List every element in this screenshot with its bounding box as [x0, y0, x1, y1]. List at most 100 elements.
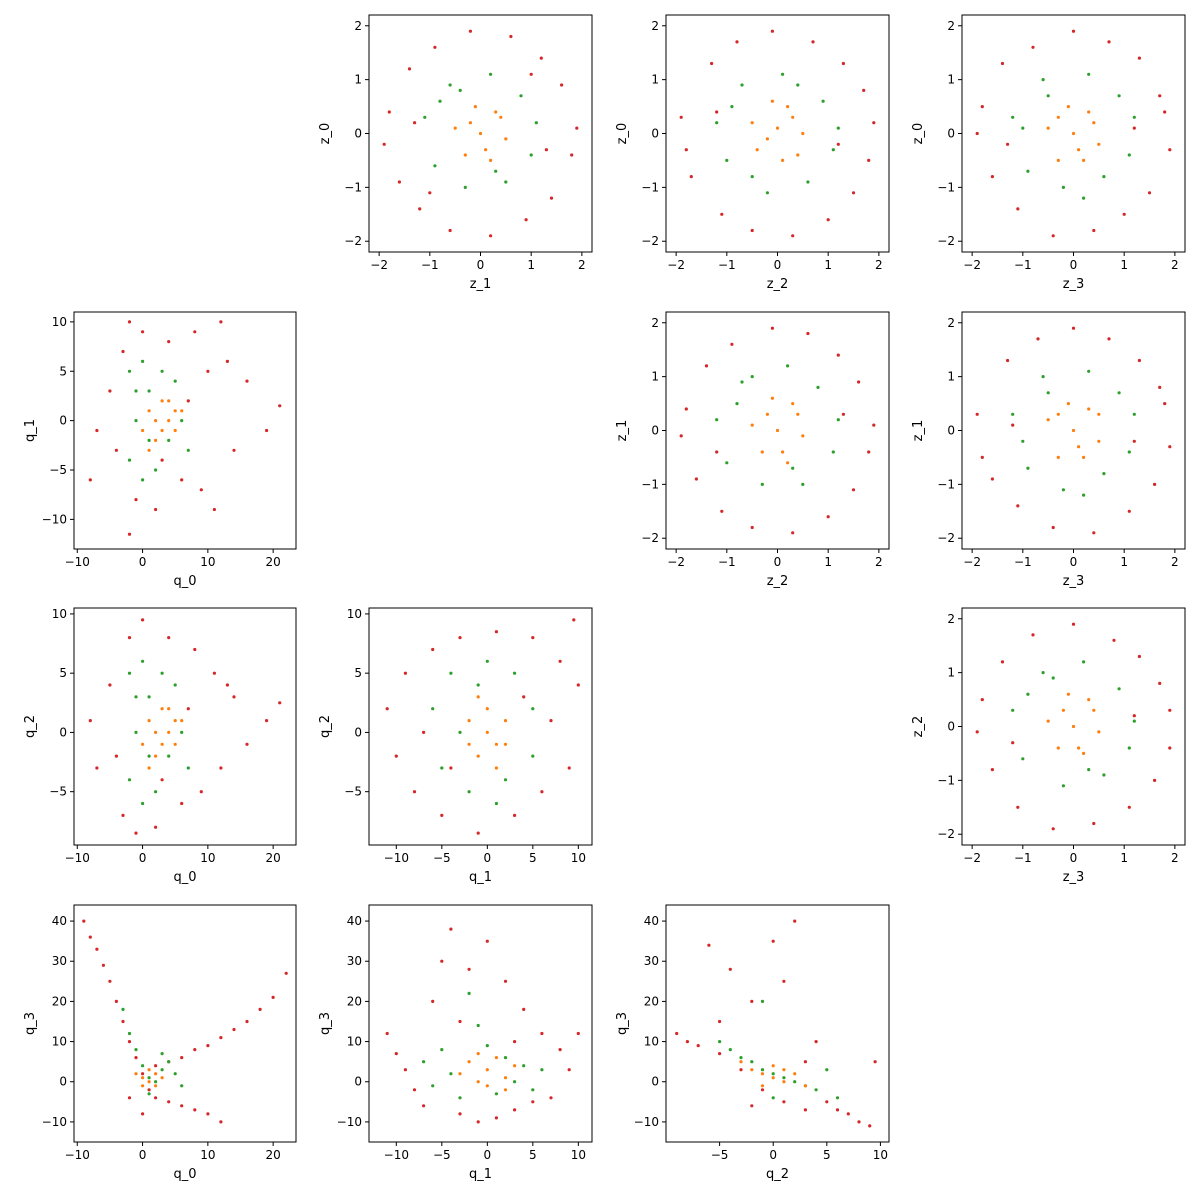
axes-frame: [368, 904, 593, 1143]
y-tick-label: 30: [644, 954, 659, 968]
y-axis-label: z_0: [318, 123, 333, 145]
y-tick-label: −2: [344, 234, 362, 248]
point: [1168, 148, 1172, 152]
x-tick-label: 5: [823, 1148, 831, 1162]
point: [771, 1076, 775, 1080]
point: [720, 509, 724, 513]
point: [791, 466, 795, 470]
point: [1117, 94, 1121, 98]
point: [1132, 115, 1136, 119]
point: [1041, 375, 1045, 379]
point: [108, 683, 112, 687]
point: [803, 1108, 808, 1112]
series-0: [679, 326, 876, 535]
point: [549, 719, 553, 723]
point: [154, 1064, 158, 1068]
x-tick-label: 10: [873, 1148, 888, 1162]
point: [433, 164, 437, 168]
point: [504, 180, 508, 184]
point: [1117, 687, 1121, 691]
x-tick-label: −2: [667, 258, 685, 272]
point: [121, 813, 125, 818]
point: [1097, 142, 1101, 146]
series-0: [385, 927, 580, 1124]
point: [167, 1100, 171, 1104]
axes-frame: [368, 607, 593, 846]
y-tick-label: −2: [641, 234, 659, 248]
axes-frame: [73, 904, 297, 1143]
point: [1087, 407, 1091, 411]
point: [1097, 439, 1101, 443]
point: [147, 754, 151, 758]
y-tick-label: 2: [947, 316, 955, 330]
point: [485, 659, 489, 663]
point: [219, 1036, 223, 1040]
point: [489, 72, 493, 76]
point: [781, 158, 785, 162]
point: [1082, 455, 1086, 459]
series-1: [127, 659, 190, 806]
x-tick-label: −2: [963, 555, 981, 569]
point: [1071, 131, 1076, 136]
point: [826, 515, 830, 519]
point: [1153, 778, 1157, 783]
point: [770, 99, 775, 103]
point: [173, 719, 177, 723]
x-tick-label: 0: [774, 555, 782, 569]
point: [422, 730, 426, 735]
point: [771, 939, 775, 943]
series-0: [88, 618, 282, 835]
point: [134, 831, 138, 835]
point: [576, 1031, 580, 1036]
point: [219, 766, 223, 770]
point: [95, 428, 99, 433]
point: [831, 450, 835, 454]
series-1: [121, 1007, 184, 1096]
subplot-q0_q3: −10 0 10 20 −10 0 10 20 30 40 q_0 q_3: [23, 904, 297, 1182]
point: [412, 790, 417, 794]
series-1: [715, 364, 840, 486]
x-axis-label: z_2: [767, 277, 789, 292]
point: [675, 1031, 679, 1036]
point: [872, 423, 876, 427]
point: [1122, 212, 1126, 216]
point: [531, 707, 535, 711]
series-2: [467, 695, 508, 770]
point: [403, 1068, 407, 1072]
point: [173, 683, 177, 687]
point: [88, 719, 92, 723]
point: [801, 482, 805, 486]
y-tick-label: 1: [354, 73, 362, 87]
point: [572, 618, 576, 622]
point: [1031, 633, 1035, 637]
point: [95, 766, 99, 770]
x-tick-label: 1: [1120, 258, 1128, 272]
point: [225, 683, 229, 687]
subplot-q2_q3: −5 0 5 10 −10 0 10 20 30 40 q_2 q_3: [615, 904, 890, 1182]
axes-frame: [73, 607, 297, 846]
point: [1137, 654, 1141, 659]
point: [440, 1048, 444, 1052]
point: [141, 742, 145, 746]
point: [484, 148, 488, 152]
point: [193, 647, 197, 652]
point: [88, 478, 92, 482]
point: [467, 1060, 471, 1064]
point: [180, 730, 184, 735]
scatter-points: [975, 326, 1172, 535]
point: [1051, 234, 1055, 238]
point: [154, 730, 158, 735]
x-tick-label: 2: [875, 555, 883, 569]
subplot-z1_z0: −2 −1 0 1 2 −2 −1 0 1 2 z_1 z_0: [318, 14, 593, 292]
point: [219, 1120, 223, 1124]
point: [825, 1100, 829, 1104]
x-tick-label: −5: [711, 1148, 729, 1162]
point: [394, 754, 398, 758]
point: [141, 801, 145, 806]
point: [1066, 402, 1070, 406]
y-tick-label: −1: [641, 180, 659, 194]
y-tick-label: −2: [641, 531, 659, 545]
point: [394, 1052, 398, 1056]
point: [782, 1100, 786, 1104]
x-tick-label: 1: [824, 555, 832, 569]
